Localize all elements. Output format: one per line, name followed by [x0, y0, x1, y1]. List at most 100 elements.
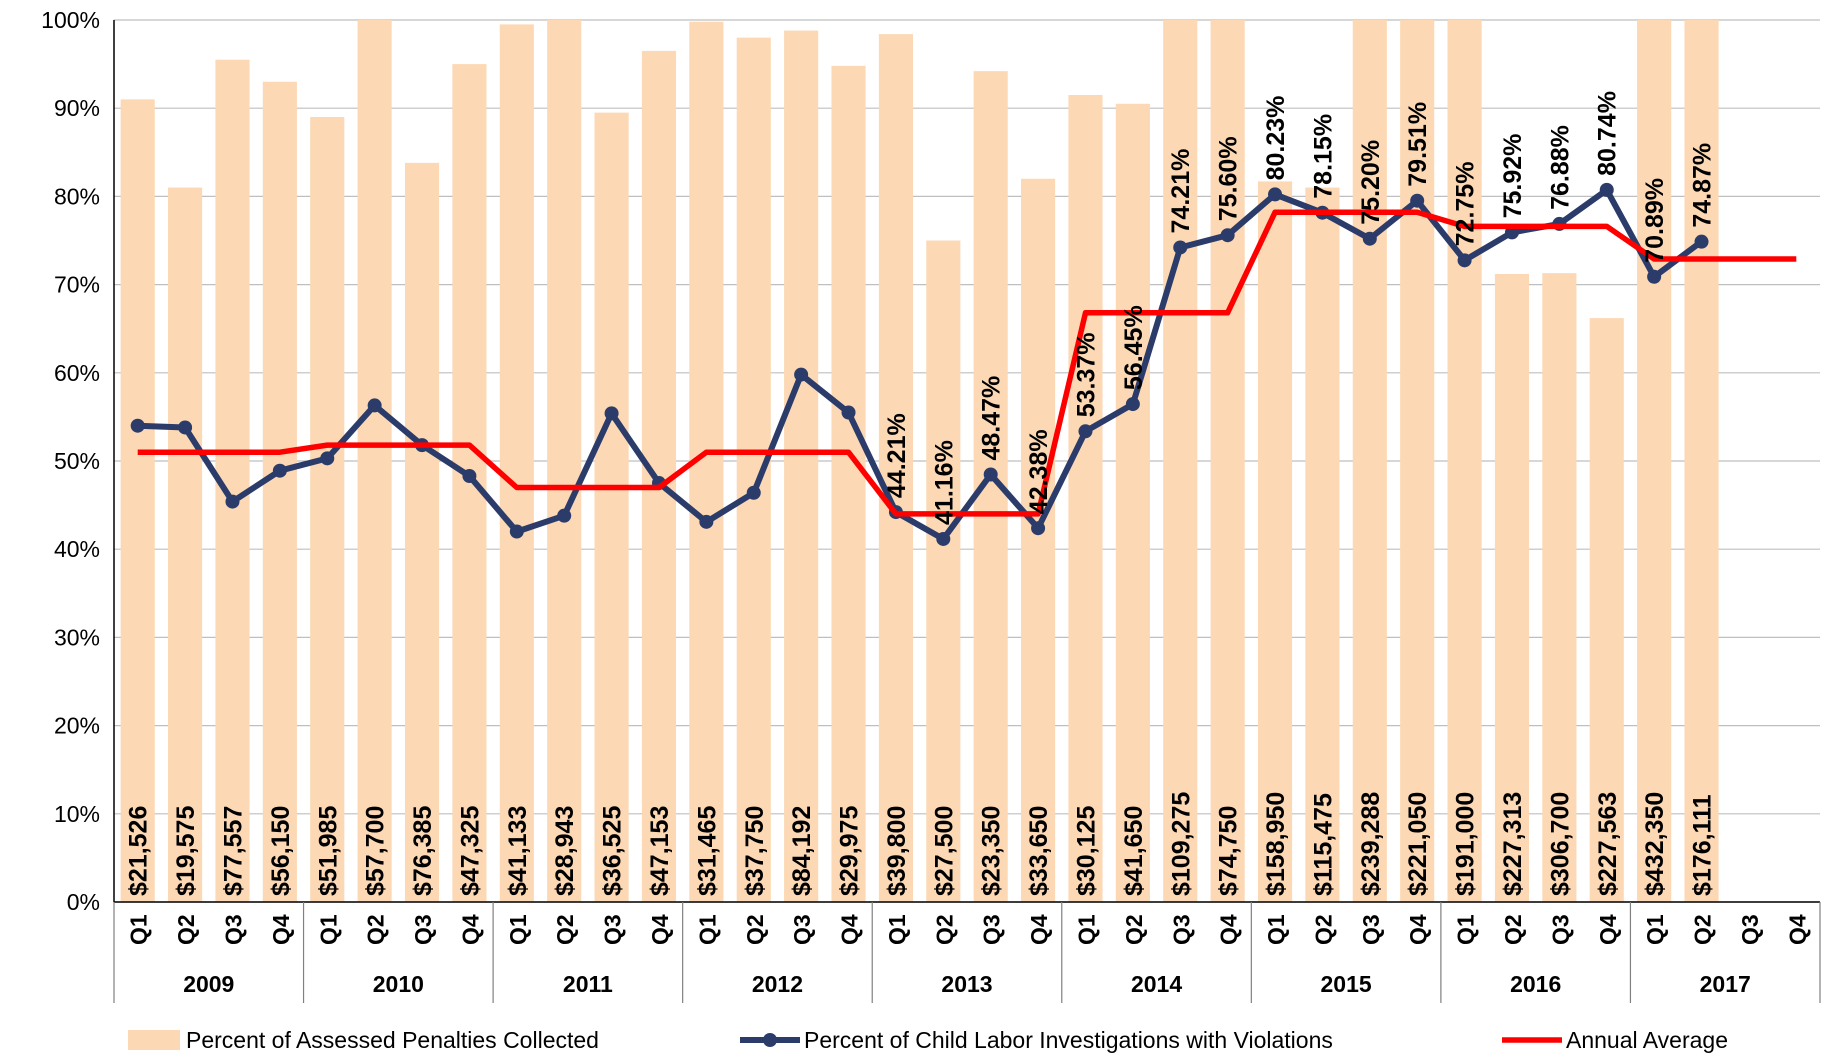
- amount-label: $39,800: [883, 806, 911, 896]
- amount-label: $28,943: [551, 806, 579, 896]
- amount-label: $239,288: [1357, 792, 1385, 896]
- x-tick-label: Q3: [220, 914, 246, 945]
- bar: [1684, 20, 1719, 902]
- y-tick-label: 30%: [54, 624, 100, 650]
- line-marker: [1125, 397, 1140, 412]
- x-tick-label: Q1: [1263, 914, 1289, 945]
- line-marker: [272, 463, 287, 478]
- bar: [310, 117, 345, 902]
- x-tick-label: Q3: [410, 914, 436, 945]
- legend-label: Percent of Child Labor Investigations wi…: [804, 1027, 1333, 1053]
- amount-label: $29,975: [836, 806, 864, 896]
- bar: [452, 64, 487, 903]
- year-label: 2016: [1510, 971, 1561, 997]
- line-marker: [1362, 231, 1377, 246]
- bar: [1021, 178, 1056, 902]
- bar: [1589, 318, 1624, 903]
- line-marker: [794, 367, 809, 382]
- x-tick-label: Q2: [1690, 914, 1716, 945]
- x-tick-label: Q2: [1500, 914, 1526, 945]
- line-marker: [604, 406, 619, 421]
- amount-label: $47,325: [456, 806, 484, 896]
- line-marker: [367, 398, 382, 413]
- y-tick-label: 0%: [67, 889, 100, 915]
- bar: [499, 24, 534, 903]
- amount-label: $191,000: [1452, 792, 1480, 896]
- y-tick-label: 40%: [54, 536, 100, 562]
- x-tick-label: Q2: [173, 914, 199, 945]
- amount-label: $21,526: [125, 806, 153, 896]
- data-label: 75.20%: [1357, 140, 1385, 225]
- x-tick-label: Q1: [1453, 914, 1479, 945]
- data-label: 75.92%: [1499, 134, 1527, 219]
- bar: [1637, 20, 1672, 902]
- line-marker: [178, 420, 193, 435]
- x-tick-label: Q3: [789, 914, 815, 945]
- legend-label: Percent of Assessed Penalties Collected: [186, 1027, 599, 1053]
- amount-label: $77,557: [219, 806, 247, 896]
- amount-label: $37,750: [741, 806, 769, 896]
- x-tick-label: Q4: [1595, 914, 1621, 945]
- amount-label: $30,125: [1072, 806, 1100, 896]
- data-label: 74.87%: [1689, 143, 1717, 228]
- amount-label: $19,575: [172, 806, 200, 896]
- x-tick-label: Q1: [505, 914, 531, 945]
- amount-label: $33,650: [1025, 806, 1053, 896]
- bar: [831, 65, 866, 902]
- x-tick-label: Q3: [1547, 914, 1573, 945]
- line-marker: [1694, 234, 1709, 249]
- data-label: 76.88%: [1546, 125, 1574, 210]
- amount-label: $27,500: [930, 806, 958, 896]
- x-tick-label: Q3: [979, 914, 1005, 945]
- bar: [1447, 20, 1482, 902]
- x-tick-label: Q4: [1216, 914, 1242, 945]
- x-tick-label: Q3: [1358, 914, 1384, 945]
- amount-label: $176,111: [1689, 794, 1717, 896]
- x-tick-label: Q3: [1737, 914, 1763, 945]
- line-marker: [1031, 521, 1046, 536]
- data-label: 48.47%: [978, 376, 1006, 461]
- data-label: 80.23%: [1262, 96, 1290, 181]
- legend-label: Annual Average: [1566, 1027, 1728, 1053]
- amount-label: $41,133: [504, 806, 532, 896]
- bar: [1115, 103, 1150, 903]
- line: [137, 186, 1704, 542]
- year-label: 2010: [373, 971, 424, 997]
- legend-marker: [763, 1033, 777, 1047]
- bar: [1305, 187, 1340, 902]
- line-marker: [841, 405, 856, 420]
- x-tick-label: Q2: [1310, 914, 1336, 945]
- x-tick-label: Q1: [1073, 914, 1099, 945]
- x-tick-label: Q4: [837, 914, 863, 945]
- y-tick-label: 20%: [54, 713, 100, 739]
- bar: [1400, 20, 1435, 902]
- bar: [357, 20, 392, 902]
- line-marker: [130, 418, 145, 433]
- line-marker: [1599, 182, 1614, 197]
- line-marker: [462, 468, 477, 483]
- x-tick-label: Q4: [1405, 914, 1431, 945]
- line-marker: [1647, 269, 1662, 284]
- x-tick-label: Q1: [694, 914, 720, 945]
- x-tick-label: Q4: [647, 914, 673, 945]
- amount-label: $432,350: [1641, 792, 1669, 896]
- year-label: 2009: [183, 971, 234, 997]
- line-marker: [699, 514, 714, 529]
- line-marker: [557, 508, 572, 523]
- line-marker: [1410, 193, 1425, 208]
- year-label: 2014: [1131, 971, 1182, 997]
- amount-label: $227,313: [1499, 792, 1527, 896]
- line-marker: [509, 524, 524, 539]
- amount-label: $109,275: [1167, 792, 1195, 896]
- amount-label: $158,950: [1262, 792, 1290, 896]
- x-tick-label: Q3: [1168, 914, 1194, 945]
- amount-label: $31,465: [693, 806, 721, 896]
- x-tick-label: Q4: [268, 914, 294, 945]
- bar: [547, 20, 582, 902]
- x-tick-label: Q2: [552, 914, 578, 945]
- x-tick-label: Q1: [1642, 914, 1668, 945]
- data-label: 78.15%: [1309, 114, 1337, 199]
- amount-label: $74,750: [1215, 806, 1243, 896]
- amount-label: $84,192: [788, 806, 816, 896]
